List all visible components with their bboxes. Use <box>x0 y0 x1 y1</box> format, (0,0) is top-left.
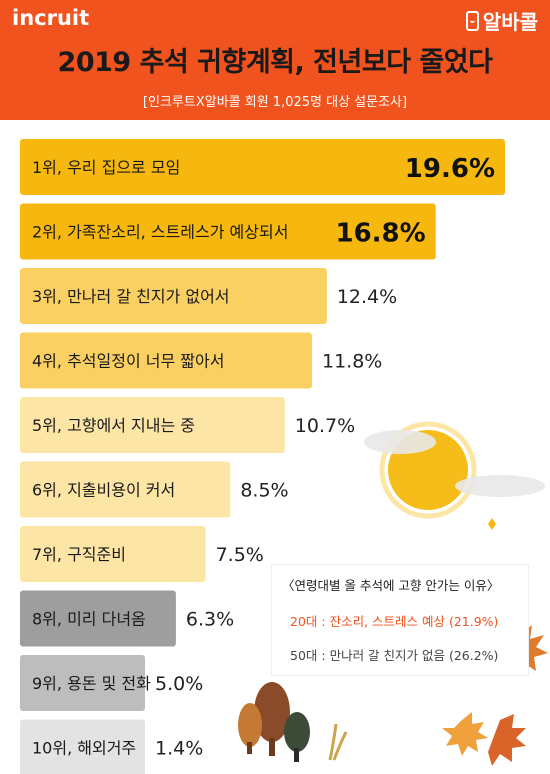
albacall-logo-text: 알바콜 <box>482 10 538 34</box>
bar-10 <box>20 719 145 774</box>
survey-subtitle: [인크루트X알바콜 회원 1,025명 대상 설문조사] <box>142 95 408 110</box>
age-reason-50s: 50대 : 만나러 갈 친지가 없음 (26.2%) <box>290 648 499 663</box>
age-reason-20s: 20대 : 잔소리, 스트레스 예상 (21.9%) <box>290 614 499 629</box>
tree-icon <box>254 682 290 742</box>
bar-8 <box>20 590 176 647</box>
value-label-5: 10.7% <box>295 415 355 437</box>
bar-1 <box>20 139 505 195</box>
value-label-4: 11.8% <box>322 351 382 373</box>
albacall-logo: 알바콜 <box>465 6 538 35</box>
value-label-9: 5.0% <box>155 673 203 695</box>
cloud-icon <box>455 475 545 497</box>
bar-6 <box>20 461 231 518</box>
maple-leaf-icon <box>488 714 526 766</box>
page-title: 2019 추석 귀향계획, 전년보다 줄었다 <box>57 47 493 78</box>
age-reason-title: 〈연령대별 올 추석에 고향 안가는 이유〉 <box>282 578 500 593</box>
value-label-1: 19.6% <box>405 154 495 184</box>
category-label-6: 6위, 지출비용이 커서 <box>32 481 175 500</box>
bar-9 <box>20 655 145 711</box>
tree-icon <box>238 703 262 747</box>
category-label-2: 2위, 가족잔소리, 스트레스가 예상되서 <box>32 223 288 242</box>
incruit-logo: ⅰncruit <box>12 6 90 30</box>
category-label-10: 10위, 해외거주 <box>32 739 136 758</box>
value-label-2: 16.8% <box>336 219 426 249</box>
maple-leaf-icon <box>442 712 488 756</box>
bar-3 <box>20 268 327 324</box>
age-reason-box: 〈연령대별 올 추석에 고향 안가는 이유〉 20대 : 잔소리, 스트레스 예… <box>272 565 528 675</box>
category-label-7: 7위, 구직준비 <box>32 545 126 564</box>
category-label-3: 3위, 만나러 갈 친지가 없어서 <box>32 287 230 306</box>
category-label-5: 5위, 고향에서 지내는 중 <box>32 416 195 435</box>
value-label-8: 6.3% <box>186 609 234 631</box>
bar-4 <box>20 332 312 389</box>
tree-trunk <box>269 738 275 756</box>
category-labels-group: 1위, 우리 집으로 모임 2위, 가족잔소리, 스트레스가 예상되서 3위, 만나… <box>32 158 288 758</box>
category-label-4: 4위, 추석일정이 너무 짧아서 <box>32 352 224 371</box>
sun-glow <box>379 421 477 519</box>
phone-icon <box>465 10 479 31</box>
value-label-6: 8.5% <box>240 480 288 502</box>
value-labels-group: 19.6% 16.8% 12.4% 11.8% 10.7% 8.5% 7.5% 6.3% 5.0… <box>155 154 495 760</box>
bar-2 <box>20 203 436 260</box>
category-label-8: 8위, 미리 다녀옴 <box>32 610 146 629</box>
bar-5 <box>20 397 285 453</box>
category-label-9: 9위, 용돈 및 전화 <box>32 674 151 693</box>
bar-7 <box>20 526 206 582</box>
value-label-7: 7.5% <box>216 544 264 566</box>
sparkle-icon <box>488 518 496 530</box>
tree-trunk <box>294 748 299 762</box>
decoration <box>238 421 548 766</box>
category-label-1: 1위, 우리 집으로 모임 <box>32 158 180 177</box>
survey-bar-chart: 1위, 우리 집으로 모임 2위, 가족잔소리, 스트레스가 예상되서 3위, 만나… <box>20 139 548 774</box>
value-label-10: 1.4% <box>155 738 203 760</box>
cloud-icon <box>364 430 436 454</box>
grass-icon <box>328 723 348 761</box>
tree-icon <box>284 712 310 752</box>
header-banner: ⅰncruit 알바콜 2019 추석 귀향계획, 전년보다 줄었다 [인크루트… <box>0 0 550 120</box>
bars-group <box>20 139 505 774</box>
tree-trunk <box>247 742 252 754</box>
value-label-3: 12.4% <box>337 286 397 308</box>
